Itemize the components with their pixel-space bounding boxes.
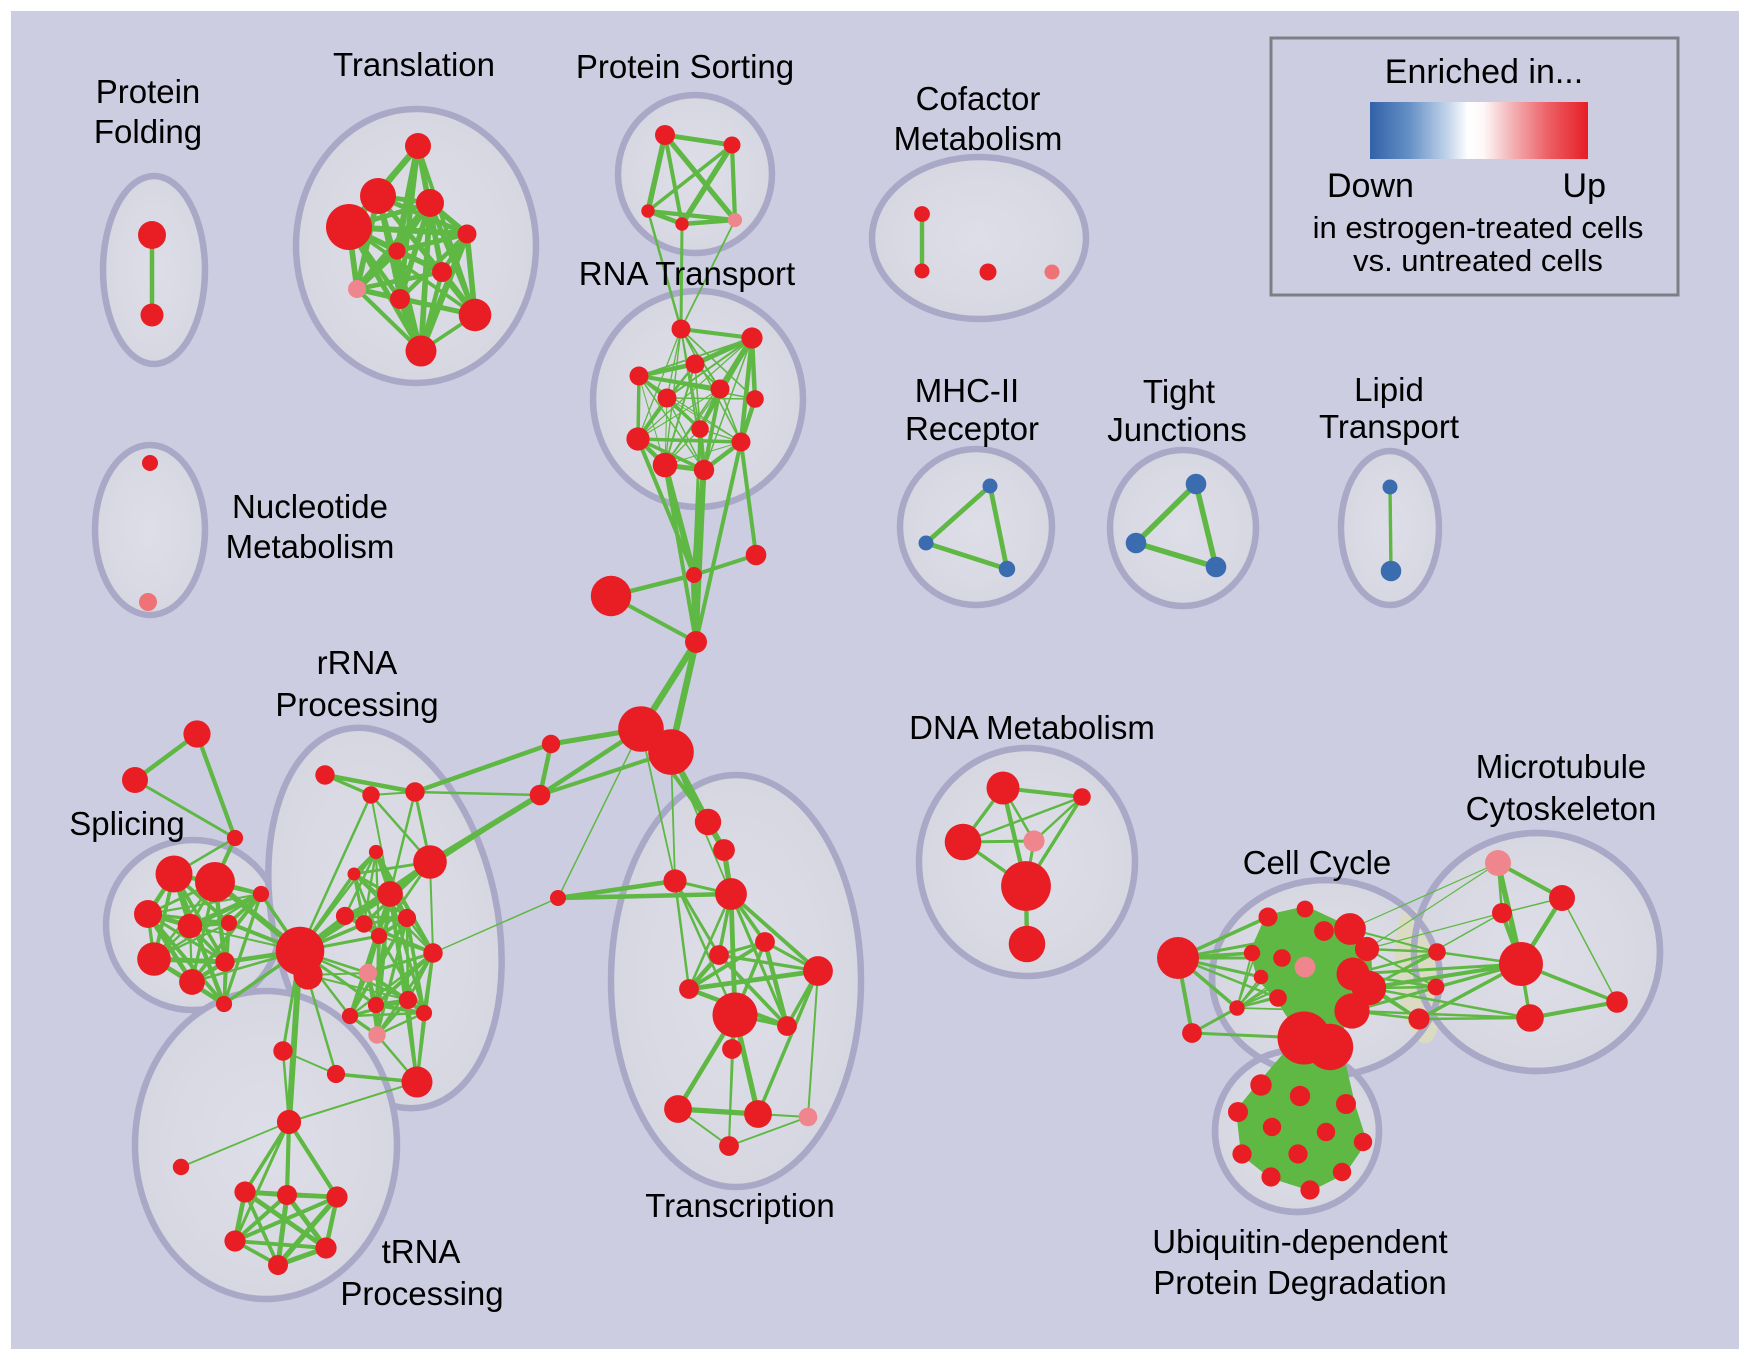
svg-text:Lipid: Lipid <box>1354 371 1424 408</box>
svg-text:Cell Cycle: Cell Cycle <box>1243 844 1392 881</box>
svg-text:Protein Degradation: Protein Degradation <box>1153 1264 1447 1301</box>
svg-text:rRNA: rRNA <box>317 644 398 681</box>
svg-text:in estrogen-treated cells: in estrogen-treated cells <box>1313 210 1644 245</box>
svg-text:MHC-II: MHC-II <box>915 372 1019 409</box>
svg-text:Up: Up <box>1563 167 1606 205</box>
svg-text:Tight: Tight <box>1143 373 1215 410</box>
svg-text:Folding: Folding <box>94 113 202 150</box>
svg-text:tRNA: tRNA <box>382 1233 461 1270</box>
svg-text:Cofactor: Cofactor <box>916 80 1041 117</box>
svg-text:Microtubule: Microtubule <box>1476 748 1647 785</box>
svg-text:RNA Transport: RNA Transport <box>579 255 795 292</box>
svg-text:Processing: Processing <box>275 686 438 723</box>
svg-text:Transcription: Transcription <box>645 1187 835 1224</box>
svg-text:Splicing: Splicing <box>69 805 185 842</box>
svg-text:vs. untreated cells: vs. untreated cells <box>1353 243 1603 278</box>
svg-text:Protein Sorting: Protein Sorting <box>576 48 794 85</box>
svg-text:Ubiquitin-dependent: Ubiquitin-dependent <box>1152 1223 1447 1260</box>
svg-text:Enriched in...: Enriched in... <box>1385 53 1583 91</box>
svg-text:Metabolism: Metabolism <box>226 528 395 565</box>
svg-text:Protein: Protein <box>96 73 201 110</box>
svg-text:Junctions: Junctions <box>1107 411 1246 448</box>
svg-text:Down: Down <box>1327 167 1414 205</box>
svg-text:Nucleotide: Nucleotide <box>232 488 388 525</box>
svg-text:Cytoskeleton: Cytoskeleton <box>1466 790 1657 827</box>
svg-text:Translation: Translation <box>333 46 495 83</box>
svg-text:Transport: Transport <box>1319 408 1459 445</box>
svg-text:Receptor: Receptor <box>905 410 1039 447</box>
svg-text:Processing: Processing <box>340 1275 503 1312</box>
svg-text:DNA Metabolism: DNA Metabolism <box>909 709 1155 746</box>
svg-text:Metabolism: Metabolism <box>894 120 1063 157</box>
